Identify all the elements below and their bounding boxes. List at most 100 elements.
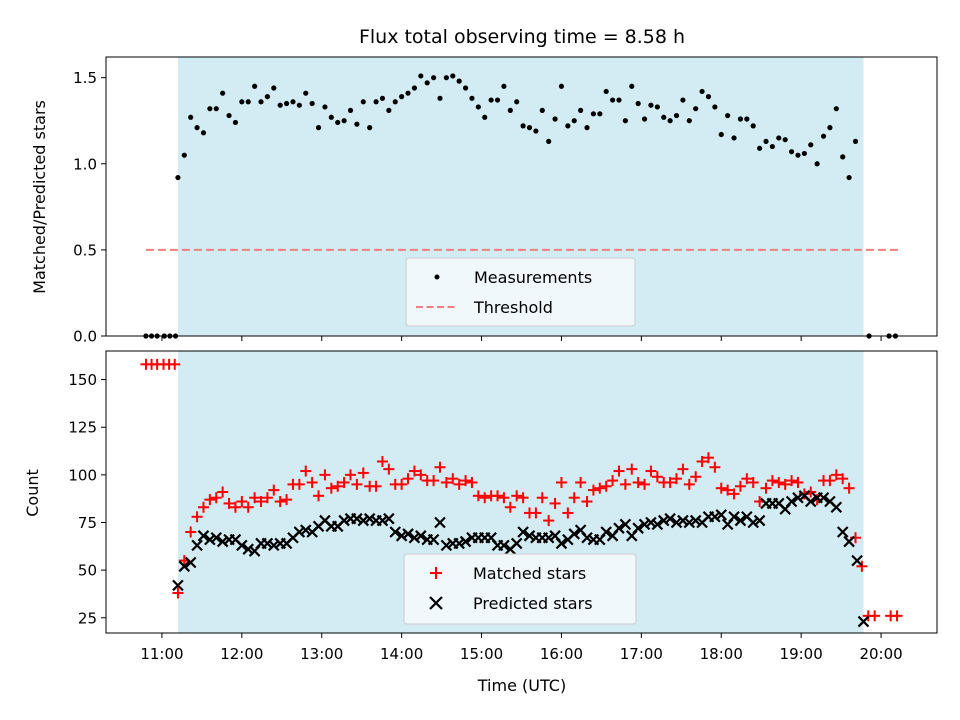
measurement-point: [360, 99, 366, 105]
ratio-panel: 0.0 0.5 1.0 1.5 Matched/Predicted stars Mea…: [30, 56, 938, 346]
measurement-point: [239, 99, 245, 105]
matched-star-point: [351, 478, 363, 490]
matched-star-point: [651, 471, 663, 483]
matched-star-point: [760, 482, 772, 494]
measurement-point: [194, 125, 200, 131]
predicted-star-point: [657, 514, 670, 527]
measurement-point: [827, 125, 833, 131]
matched-star-point: [594, 482, 606, 494]
measurement-point: [200, 130, 207, 136]
measurement-point: [565, 123, 571, 129]
predicted-star-point: [338, 514, 350, 527]
measurement-point: [737, 116, 744, 122]
measurement-point: [820, 133, 827, 139]
predicted-star-point: [402, 528, 414, 540]
measurement-point: [475, 104, 481, 110]
matched-star-point: [766, 475, 778, 487]
predicted-star-point: [600, 526, 612, 538]
matched-star-point: [690, 471, 702, 483]
measurement-point: [443, 75, 449, 81]
count-legend: Matched stars Predicted stars: [403, 553, 637, 625]
predicted-star-point: [651, 518, 664, 531]
predicted-star-point: [216, 535, 229, 548]
measurement-point: [533, 128, 539, 134]
matched-star-point: [773, 476, 785, 488]
predicted-stars-legend-label: Predicted stars: [473, 594, 593, 613]
matched-star-point: [664, 476, 676, 488]
measurement-point: [840, 154, 846, 160]
x-tick-label: 16:00: [540, 645, 583, 663]
x-tick-label: 17:00: [620, 645, 663, 663]
matched-star-point: [555, 476, 567, 488]
matched-star-point: [709, 461, 721, 473]
matched-star-point: [300, 465, 312, 477]
measurement-point: [514, 99, 520, 105]
measurement-point: [744, 116, 750, 122]
measurement-point: [795, 152, 801, 158]
predicted-star-point: [683, 516, 696, 529]
matched-star-point: [197, 501, 209, 513]
matched-star-point: [255, 496, 267, 508]
matched-star-point: [204, 494, 216, 506]
ratio-panel-frame: [105, 56, 938, 337]
matched-star-point: [306, 476, 318, 488]
matched-star-point: [837, 473, 849, 485]
matched-star-point: [447, 473, 459, 485]
predicted-star-point: [734, 514, 747, 527]
measurement-point: [405, 90, 411, 96]
measurement-point: [450, 73, 456, 79]
count-legend-box: [403, 553, 637, 625]
matched-star-point: [268, 484, 280, 496]
measurement-point: [539, 107, 545, 113]
matched-star-point: [408, 465, 420, 477]
measurement-point: [258, 99, 264, 105]
measurement-point: [315, 125, 322, 131]
measurement-point: [757, 145, 763, 151]
ratio-y-axis-label: Matched/Predicted stars: [30, 100, 49, 294]
predicted-star-point: [204, 533, 216, 546]
matched-star-point: [472, 490, 484, 502]
measurement-point: [418, 73, 424, 79]
matched-star-point: [229, 501, 241, 513]
predicted-star-point: [242, 543, 255, 555]
predicted-star-point: [568, 528, 581, 540]
measurement-point: [814, 161, 820, 167]
matched-star-point: [747, 476, 759, 488]
matched-star-point: [581, 496, 593, 508]
x-axis-label: Time (UTC): [477, 676, 566, 695]
measurement-point: [731, 135, 737, 141]
predicted-star-point: [581, 531, 593, 544]
matched-star-point: [677, 463, 689, 475]
matched-star-point: [172, 587, 184, 599]
predicted-star-point: [670, 516, 683, 529]
predicted-star-point: [664, 512, 676, 525]
matched-star-point: [169, 358, 181, 370]
predicted-star-point: [830, 501, 843, 514]
measurement-point: [437, 95, 443, 101]
matched-star-point: [434, 461, 446, 473]
ratio-legend-box: [405, 257, 636, 327]
measurement-point: [546, 138, 552, 144]
count-panel: 25 50 75 100 125 150 11:00 12:00 13:00 14:00 15:0…: [23, 350, 938, 695]
measurement-point: [788, 149, 795, 155]
measurement-point: [712, 104, 718, 110]
matched-star-point: [843, 482, 855, 494]
predicted-star-point: [747, 516, 759, 529]
matched-star-point: [792, 476, 804, 488]
measurement-point: [654, 104, 660, 110]
predicted-star-point: [434, 516, 446, 529]
measurement-point: [226, 112, 232, 119]
matched-star-point: [428, 475, 440, 487]
measurement-point: [501, 83, 507, 89]
matched-star-point: [223, 497, 235, 509]
predicted-star-point: [843, 535, 855, 548]
measurements-legend-label: Measurements: [474, 268, 592, 287]
measurement-point: [622, 118, 628, 124]
measurement-point: [283, 100, 290, 107]
matched-star-point: [313, 490, 325, 502]
measurement-point: [629, 83, 635, 89]
y-tick-label: 125: [68, 419, 97, 437]
measurement-point: [750, 123, 756, 129]
matched-stars-legend-marker: [430, 567, 442, 579]
chart-title: Flux total observing time = 8.58 h: [359, 26, 685, 48]
